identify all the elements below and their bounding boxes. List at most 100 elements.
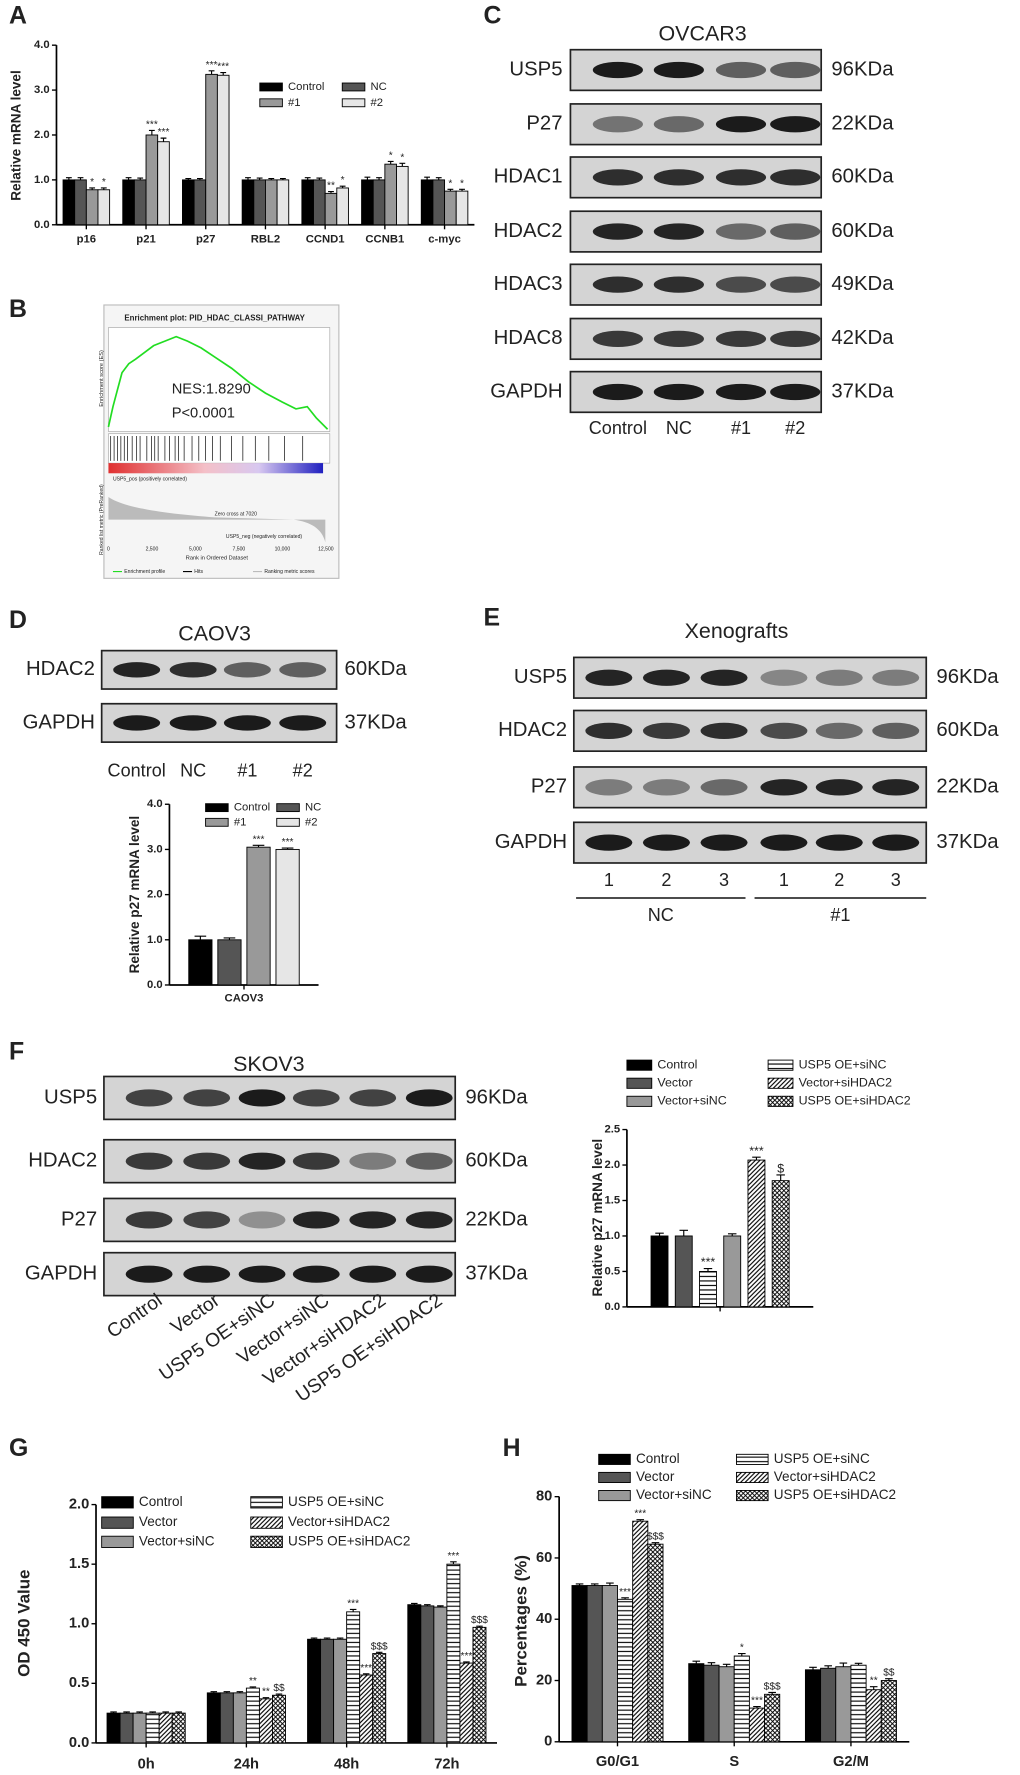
- bar: [601, 1585, 618, 1743]
- bar: [188, 939, 213, 986]
- legend-label: Vector: [657, 1076, 692, 1090]
- blot-band: [592, 330, 643, 348]
- legend-swatch: [598, 1471, 631, 1484]
- error-bar: [110, 1711, 117, 1714]
- error-bar: [89, 187, 96, 190]
- bar: [85, 189, 99, 226]
- size-label: 60KDa: [936, 719, 999, 741]
- bar: [647, 1543, 664, 1743]
- bar: [333, 1638, 348, 1744]
- y-axis-title: Relative mRNA level: [9, 70, 24, 201]
- y-tick-label: 4.0: [147, 798, 163, 810]
- significance-label: ***: [206, 60, 218, 71]
- error-bar: [424, 1604, 431, 1606]
- error-bar: [621, 1597, 629, 1600]
- size-label: 22KDa: [831, 113, 894, 135]
- blot-band: [642, 669, 690, 686]
- group-label: #1: [830, 905, 850, 925]
- protein-label: HDAC2: [494, 220, 563, 242]
- significance-label: $: [777, 1162, 784, 1176]
- significance-label: **: [327, 181, 335, 192]
- bar: [820, 1667, 837, 1743]
- blot-band: [585, 834, 633, 851]
- lane-label: 3: [719, 870, 729, 890]
- legend-swatch: [767, 1077, 794, 1089]
- bar: [193, 179, 207, 226]
- blot-title: OVCAR3: [658, 22, 746, 46]
- blot-band: [292, 1211, 340, 1229]
- blot-band: [125, 1089, 173, 1107]
- legend-label: #1: [288, 97, 301, 109]
- legend-label: USP5 OE+siNC: [799, 1057, 887, 1071]
- gsea-xlabel: Rank in Ordered Dataset: [186, 555, 249, 561]
- bar: [246, 846, 271, 986]
- panel-label: E: [483, 605, 500, 632]
- blot-title: Xenografts: [685, 619, 789, 643]
- bar: [324, 192, 338, 226]
- significance-label: ***: [751, 1696, 763, 1707]
- bar: [718, 1666, 735, 1743]
- y-tick-label: 1.0: [604, 1230, 620, 1242]
- legend-label: USP5 OE+siHDAC2: [799, 1094, 911, 1108]
- error-bar: [220, 72, 227, 76]
- bar: [133, 179, 147, 226]
- error-bar: [387, 160, 394, 165]
- size-label: 37KDa: [936, 831, 999, 853]
- bar: [258, 1698, 273, 1744]
- significance-label: ***: [146, 120, 158, 131]
- blot-band: [715, 330, 767, 348]
- bar: [182, 179, 195, 226]
- protein-label: P27: [61, 1208, 97, 1230]
- y-tick-label: 20: [536, 1672, 552, 1688]
- legend-swatch: [101, 1496, 134, 1509]
- protein-label: HDAC2: [26, 658, 95, 680]
- blot-band: [815, 669, 863, 686]
- legend-label: USP5 OE+siNC: [774, 1451, 870, 1466]
- legend-swatch: [205, 803, 229, 813]
- error-bar: [100, 187, 107, 190]
- error-bar: [323, 1637, 331, 1640]
- bar: [699, 1270, 717, 1308]
- error-bar: [245, 177, 251, 180]
- error-bar: [399, 162, 406, 167]
- lane-label: 2: [661, 870, 671, 890]
- panel-label: B: [9, 296, 27, 323]
- x-tick-label: 0h: [138, 1756, 155, 1772]
- blot-band: [405, 1152, 453, 1170]
- error-bar: [197, 177, 203, 180]
- bar: [407, 1604, 422, 1744]
- gsea-hits-box: [108, 433, 331, 464]
- bar: [835, 1666, 852, 1743]
- error-bar: [185, 177, 192, 180]
- legend-swatch: [626, 1059, 653, 1071]
- error-bar: [463, 1661, 470, 1664]
- bar: [74, 179, 87, 226]
- significance-label: ***: [701, 1255, 716, 1269]
- size-label: 22KDa: [936, 776, 999, 798]
- error-bar: [236, 1691, 244, 1693]
- bar: [420, 179, 434, 226]
- blot-band: [238, 1211, 286, 1229]
- blot-band: [715, 223, 767, 240]
- error-bar: [692, 1660, 701, 1664]
- blot-band: [653, 383, 704, 401]
- size-label: 37KDa: [465, 1263, 528, 1285]
- blot-band: [349, 1089, 397, 1107]
- blot-band: [872, 834, 920, 851]
- bar: [617, 1598, 634, 1743]
- blot-band: [715, 169, 767, 186]
- error-bar: [281, 847, 294, 850]
- y-tick-label: 0.0: [69, 1735, 89, 1751]
- gsea-nes: NES:1.8290: [172, 382, 251, 398]
- blot-band: [169, 662, 217, 678]
- bar: [216, 74, 230, 226]
- gsea-xtick: 10,000: [275, 546, 291, 552]
- protein-label: HDAC2: [28, 1150, 97, 1172]
- bar: [688, 1663, 705, 1743]
- bar: [632, 1520, 649, 1743]
- size-label: 60KDa: [831, 220, 894, 242]
- error-bar: [65, 177, 72, 180]
- bar: [586, 1585, 603, 1743]
- legend-swatch: [736, 1471, 769, 1484]
- error-bar: [776, 1174, 785, 1181]
